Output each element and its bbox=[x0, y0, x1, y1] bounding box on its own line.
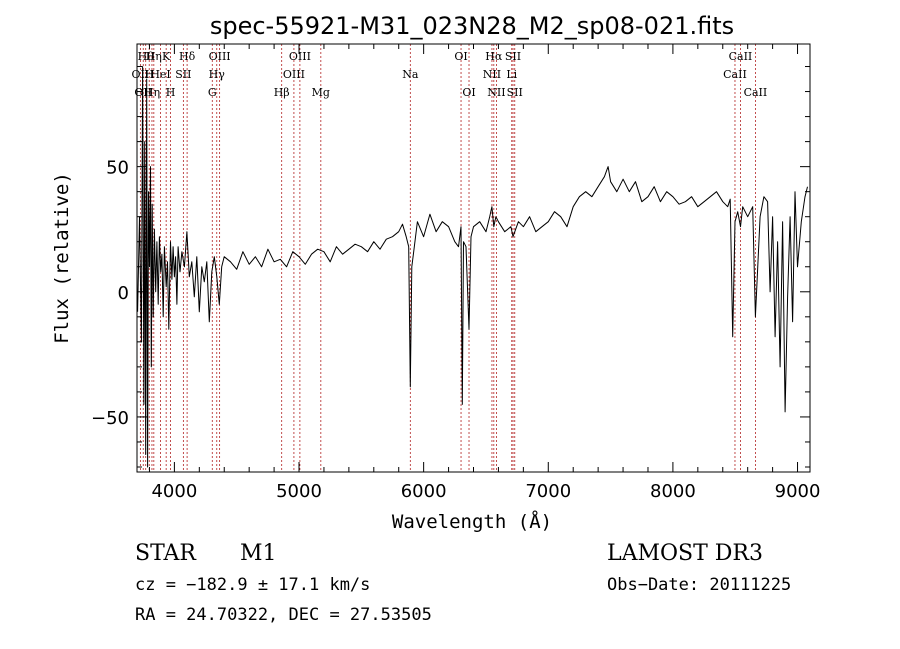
y-axis-ticks: −50 0 50 bbox=[91, 66, 810, 468]
line-label-7: K bbox=[162, 50, 171, 63]
line-label-26: SII bbox=[507, 86, 523, 99]
line-label-14: Hβ bbox=[274, 86, 290, 99]
line-label-1: OII bbox=[134, 86, 152, 99]
line-label-23: NII bbox=[487, 86, 505, 99]
line-label-18: Na bbox=[402, 68, 419, 81]
x-axis-ticks: 4000 5000 6000 7000 8000 9000 bbox=[148, 44, 821, 502]
line-label-16: OIII bbox=[289, 50, 311, 63]
line-label-28: CaII bbox=[729, 50, 753, 63]
line-label-15: OIII bbox=[283, 68, 305, 81]
x-tick-label-3: 7000 bbox=[525, 481, 571, 502]
line-label-8: H bbox=[166, 86, 176, 99]
line-label-3: H bbox=[144, 68, 154, 81]
line-label-4: Hη bbox=[146, 50, 162, 63]
object-subclass: M1 bbox=[240, 541, 277, 566]
chart-title: spec-55921-M31_023N28_M2_sp08-021.fits bbox=[210, 12, 734, 40]
line-label-0: OII bbox=[132, 68, 150, 81]
line-label-12: Hγ bbox=[209, 68, 226, 81]
emission-lines-layer bbox=[139, 44, 756, 472]
line-label-6: HeI bbox=[150, 68, 170, 81]
line-label-10: Hδ bbox=[179, 50, 196, 63]
x-tick-label-5: 9000 bbox=[775, 481, 821, 502]
line-label-2: Hθ bbox=[138, 50, 155, 63]
survey-name: LAMOST DR3 bbox=[607, 541, 763, 566]
line-label-11: G bbox=[208, 86, 217, 99]
object-class: STAR bbox=[135, 541, 197, 566]
line-label-5: Hη bbox=[144, 86, 160, 99]
line-label-19: OI bbox=[454, 50, 467, 63]
line-label-27: CaII bbox=[723, 68, 747, 81]
line-label-17: Mg bbox=[312, 86, 330, 99]
spectrum-line bbox=[137, 66, 808, 468]
line-label-9: SII bbox=[175, 68, 191, 81]
y-axis-label: Flux (relative) bbox=[51, 172, 73, 344]
line-labels-layer: OIIOIIHθHHηHηHeIKHSIIHδGHγOIIIHβOIIIOIII… bbox=[132, 50, 768, 99]
y-tick-label-0: −50 bbox=[91, 408, 129, 429]
line-label-24: Li bbox=[506, 68, 517, 81]
plot-frame bbox=[136, 43, 811, 473]
y-tick-label-2: 50 bbox=[106, 158, 129, 179]
x-tick-label-0: 4000 bbox=[151, 481, 197, 502]
x-tick-label-2: 6000 bbox=[401, 481, 447, 502]
line-label-13: OIII bbox=[209, 50, 231, 63]
x-tick-label-1: 5000 bbox=[276, 481, 322, 502]
line-label-29: CaII bbox=[744, 86, 768, 99]
y-tick-label-1: 0 bbox=[118, 283, 129, 304]
coordinates: RA = 24.70322, DEC = 27.53505 bbox=[135, 605, 432, 625]
line-label-21: NII bbox=[483, 68, 501, 81]
x-tick-label-4: 8000 bbox=[650, 481, 696, 502]
spectrum-layer bbox=[137, 66, 808, 468]
observation-date: Obs−Date: 20111225 bbox=[607, 575, 791, 595]
line-label-20: OI bbox=[462, 86, 475, 99]
line-label-22: Hα bbox=[485, 50, 503, 63]
line-label-25: SII bbox=[505, 50, 521, 63]
redshift-cz: cz = −182.9 ± 17.1 km/s bbox=[135, 575, 370, 595]
x-axis-label: Wavelength (Å) bbox=[392, 510, 552, 533]
